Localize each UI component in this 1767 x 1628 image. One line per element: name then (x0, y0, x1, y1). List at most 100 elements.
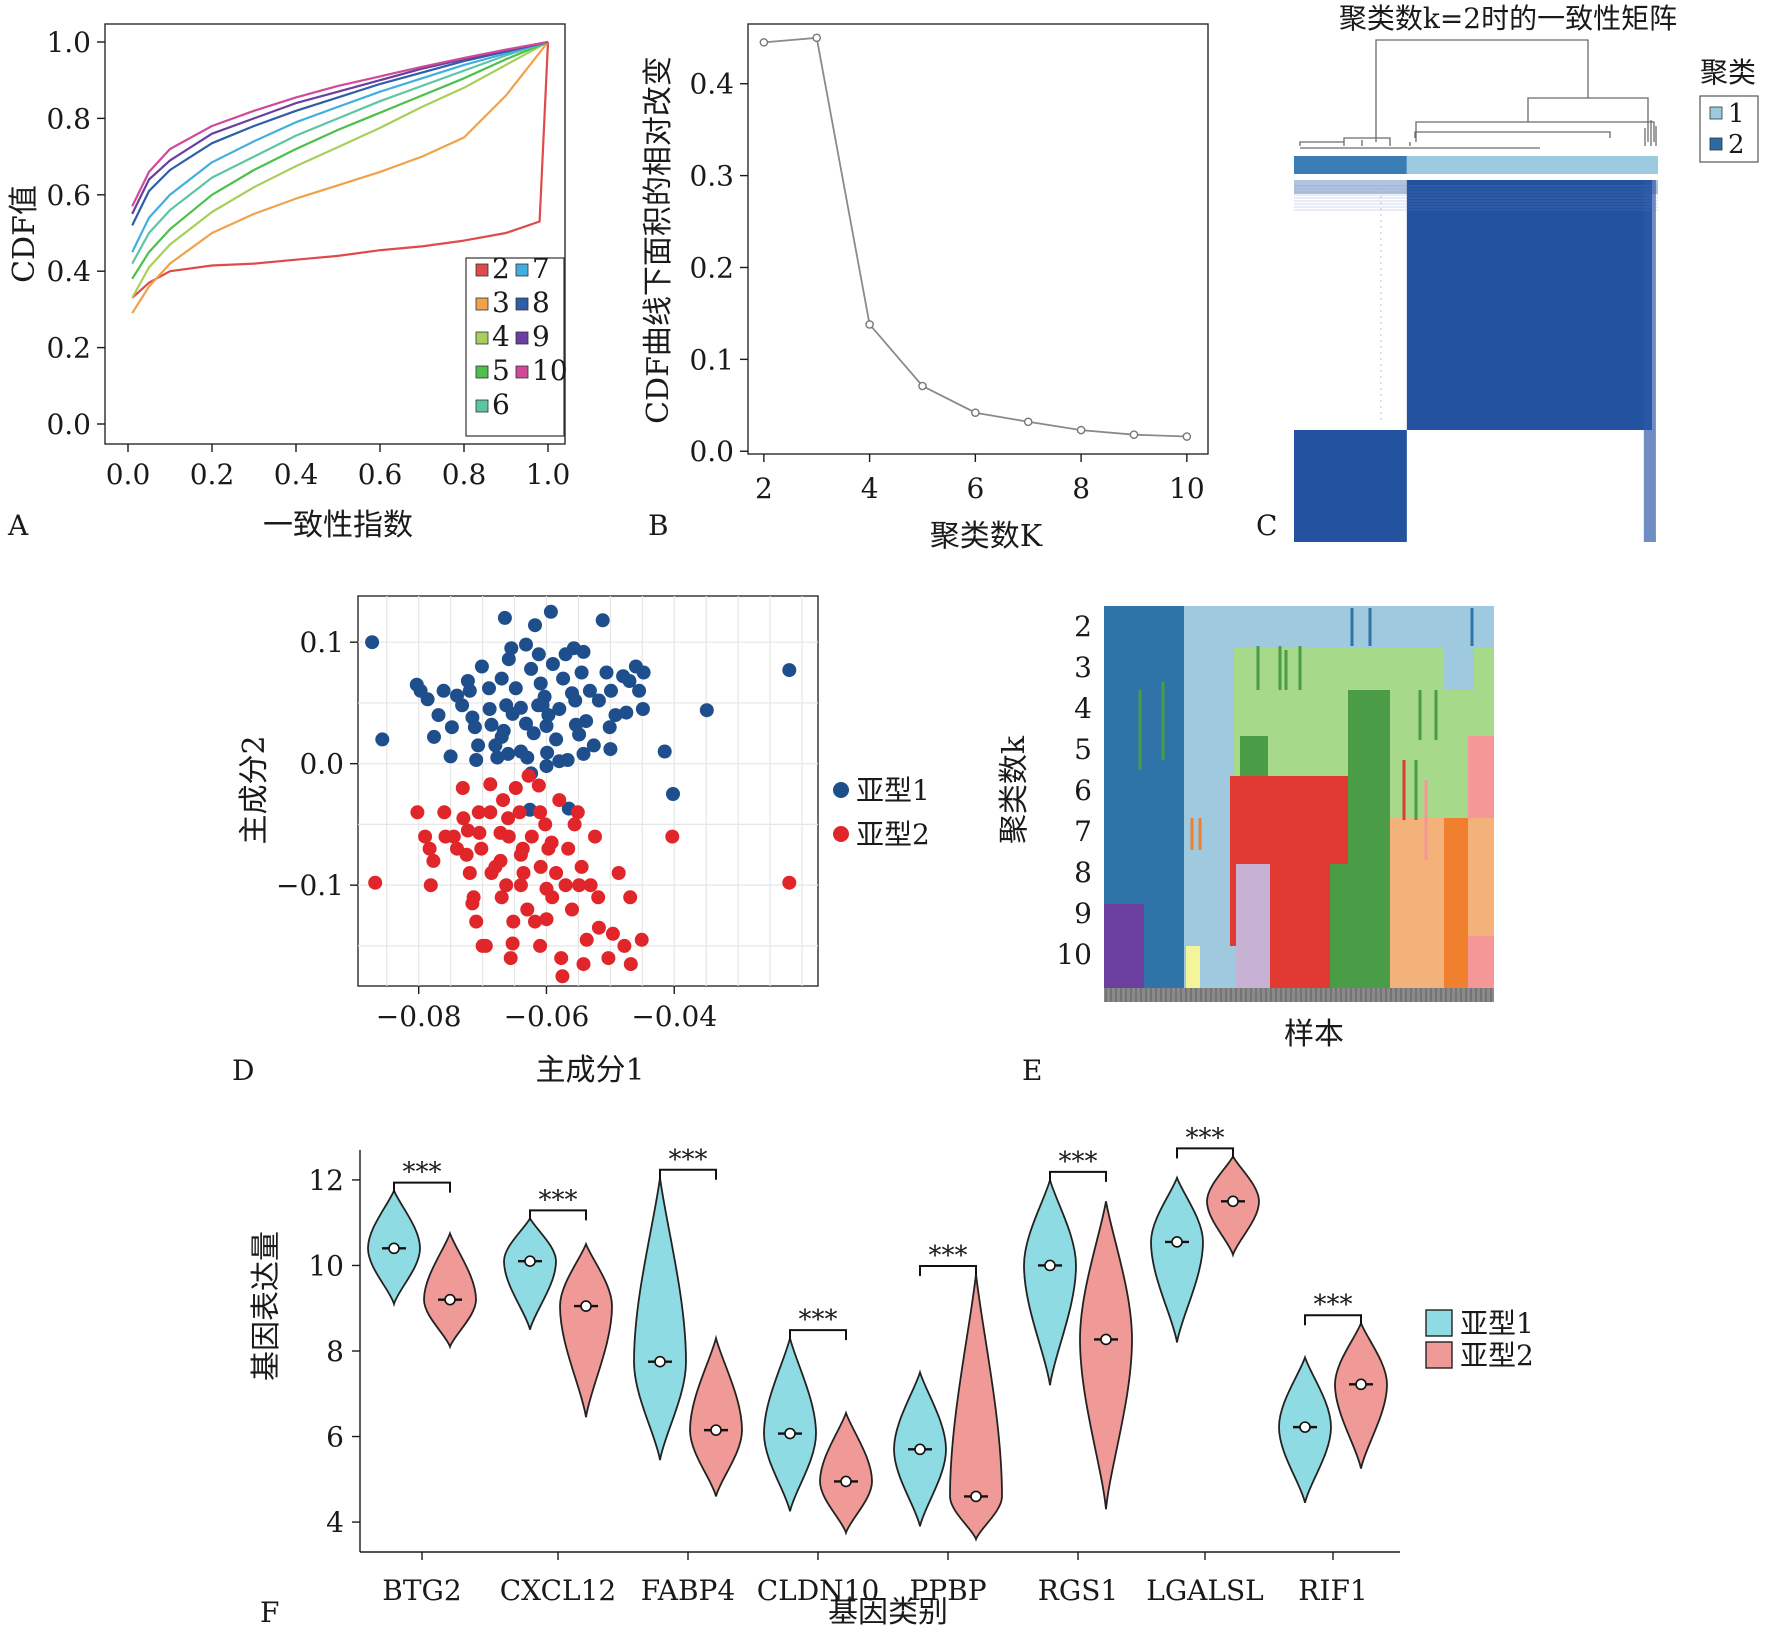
panel-b-point (1129, 430, 1139, 440)
panel-d-point-subtype-2 (528, 914, 542, 929)
panel-a-x-tick-label: 0.8 (442, 458, 487, 491)
panel-f-median-point (444, 1293, 456, 1306)
panel-e-cluster-block (1270, 864, 1330, 988)
panel-d-point-subtype-1 (552, 702, 567, 716)
panel-e-row-label: 9 (1074, 897, 1092, 930)
panel-a-series-line-k4 (131, 41, 549, 299)
panel-label-b: B (648, 509, 669, 542)
panel-c-dendrogram-branch (1528, 121, 1655, 142)
panel-d-point-subtype-2 (533, 805, 548, 820)
panel-d-point-subtype-2 (574, 859, 589, 874)
panel-d-y-tick-label: 0.1 (299, 626, 344, 659)
panel-a-series-line-k2 (131, 41, 550, 299)
panel-b-x-axis-label: 聚类数K (930, 519, 1043, 554)
panel-f-violin-subtype-1 (763, 1337, 817, 1512)
panel-d-point-subtype-1 (539, 759, 554, 774)
panel-b-y-tick-label: 0.1 (689, 343, 734, 376)
panel-d-point-subtype-2 (493, 825, 508, 840)
panel-c-matrix-heatmap (1294, 180, 1658, 542)
panel-f-median-point (970, 1490, 982, 1503)
panel-d-point-subtype-1 (508, 681, 523, 696)
panel-d-point-subtype-2 (516, 866, 531, 880)
panel-e-cluster-block (1468, 936, 1494, 988)
panel-d-point-subtype-2 (418, 829, 433, 844)
panel-f-y-axis-label: 基因表达量 (249, 1231, 284, 1381)
panel-f-violin-subtype-2 (1334, 1320, 1388, 1469)
panel-f-significance-bracket (789, 1329, 847, 1341)
panel-a-legend-label-k2: 2 (492, 252, 510, 285)
panel-d-y-tick-label: −0.1 (276, 869, 344, 902)
panel-d-point-subtype-1 (539, 719, 554, 733)
panel-d-point-subtype-1 (535, 698, 550, 713)
panel-label-a: A (7, 509, 29, 542)
panel-d-point-subtype-2 (588, 829, 602, 844)
panel-f-median-point (1171, 1236, 1183, 1248)
panel-d-point-subtype-1 (519, 637, 533, 652)
panel-a-x-tick-label: 0.0 (106, 458, 151, 491)
panel-f-legend-label-2: 亚型2 (1460, 1339, 1534, 1372)
panel-d-point-subtype-1 (443, 749, 458, 764)
panel-d-point-subtype-1 (549, 732, 564, 747)
panel-e-tracking-plot: 2 3 4 5 6 7 8 9 10 样本 聚类数k (997, 606, 1494, 1052)
panel-d-point-subtype-2 (465, 896, 480, 911)
panel-f-median-point (1299, 1421, 1311, 1433)
panel-d-point-subtype-2 (531, 778, 546, 793)
panel-d-point-subtype-2 (472, 825, 487, 840)
panel-d-point-subtype-2 (579, 932, 594, 947)
panel-d-point-subtype-2 (471, 805, 486, 820)
panel-d-point-subtype-1 (420, 692, 435, 707)
panel-d-point-subtype-2 (475, 938, 490, 953)
panel-d-point-subtype-1 (591, 693, 606, 708)
panel-d-legend-label-1: 亚型1 (856, 774, 930, 807)
panel-e-row-label: 2 (1074, 610, 1092, 643)
panel-d-point-subtype-2 (538, 817, 553, 832)
panel-c-consensus-matrix: 聚类数k=2时的一致性矩阵 聚类 1 2 (1294, 2, 1759, 542)
panel-e-cluster-block (1200, 946, 1236, 988)
panel-d-point-subtype-1 (469, 753, 484, 767)
panel-d-point-subtype-2 (570, 805, 585, 820)
panel-c-dendrogram-branch (1343, 137, 1391, 146)
panel-d-point-subtype-1 (657, 744, 672, 759)
panel-d-point-subtype-1 (540, 745, 555, 760)
panel-d-point-subtype-2 (572, 878, 587, 893)
panel-d-point-subtype-1 (533, 676, 548, 691)
panel-f-violin-subtype-2 (819, 1410, 873, 1536)
panel-a-x-tick-label: 1.0 (526, 458, 571, 491)
panel-d-x-tick-label: −0.06 (504, 1000, 590, 1033)
panel-d-point-subtype-1 (568, 717, 583, 732)
panel-f-x-tick-label: FABP4 (641, 1574, 735, 1607)
panel-c-block-cluster-2 (1294, 430, 1407, 542)
panel-f-legend: 亚型1 亚型2 (1425, 1307, 1534, 1372)
panel-f-x-tick-label: BTG2 (382, 1574, 461, 1607)
panel-a-x-tick-label: 0.2 (190, 458, 235, 491)
panel-d-point-subtype-1 (494, 671, 509, 686)
panel-f-y-tick-label: 6 (326, 1421, 344, 1454)
panel-a-series-line-k7 (131, 40, 549, 253)
panel-d-point-subtype-1 (444, 720, 459, 735)
panel-e-row-label: 7 (1074, 815, 1092, 848)
panel-d-point-subtype-1 (375, 732, 390, 747)
panel-d-plot-frame (357, 595, 819, 987)
panel-a-series-line-k9 (131, 40, 549, 215)
panel-d-point-subtype-1 (505, 706, 520, 721)
panel-a-legend-swatch-k7 (515, 263, 529, 277)
panel-d-point-subtype-1 (576, 746, 591, 761)
panel-a-legend-label-k10: 10 (532, 354, 568, 387)
panel-e-y-axis-label: 聚类数k (997, 735, 1032, 844)
panel-d-point-subtype-1 (462, 683, 477, 698)
panel-b-delta-area-chart: 2 4 6 8 10 0.0 0.1 0.2 0.3 0.4 聚类数K CDF曲线下面积的相对改变 (641, 23, 1209, 554)
panel-f-median-point (1355, 1378, 1367, 1391)
panel-d-point-subtype-2 (512, 805, 527, 820)
panel-d-point-subtype-2 (576, 957, 591, 972)
panel-f-median-point (388, 1242, 400, 1255)
panel-d-point-subtype-1 (603, 742, 618, 757)
panel-f-violin-subtype-1 (503, 1216, 557, 1330)
panel-d-point-subtype-2 (623, 957, 638, 972)
panel-d-point-subtype-2 (437, 805, 452, 820)
panel-d-point-subtype-2 (503, 951, 518, 966)
panel-a-legend-label-k3: 3 (492, 286, 510, 319)
panel-d-point-subtype-2 (605, 926, 620, 941)
panel-d-point-subtype-2 (634, 932, 649, 947)
panel-a-y-tick-label: 0.8 (46, 102, 91, 135)
